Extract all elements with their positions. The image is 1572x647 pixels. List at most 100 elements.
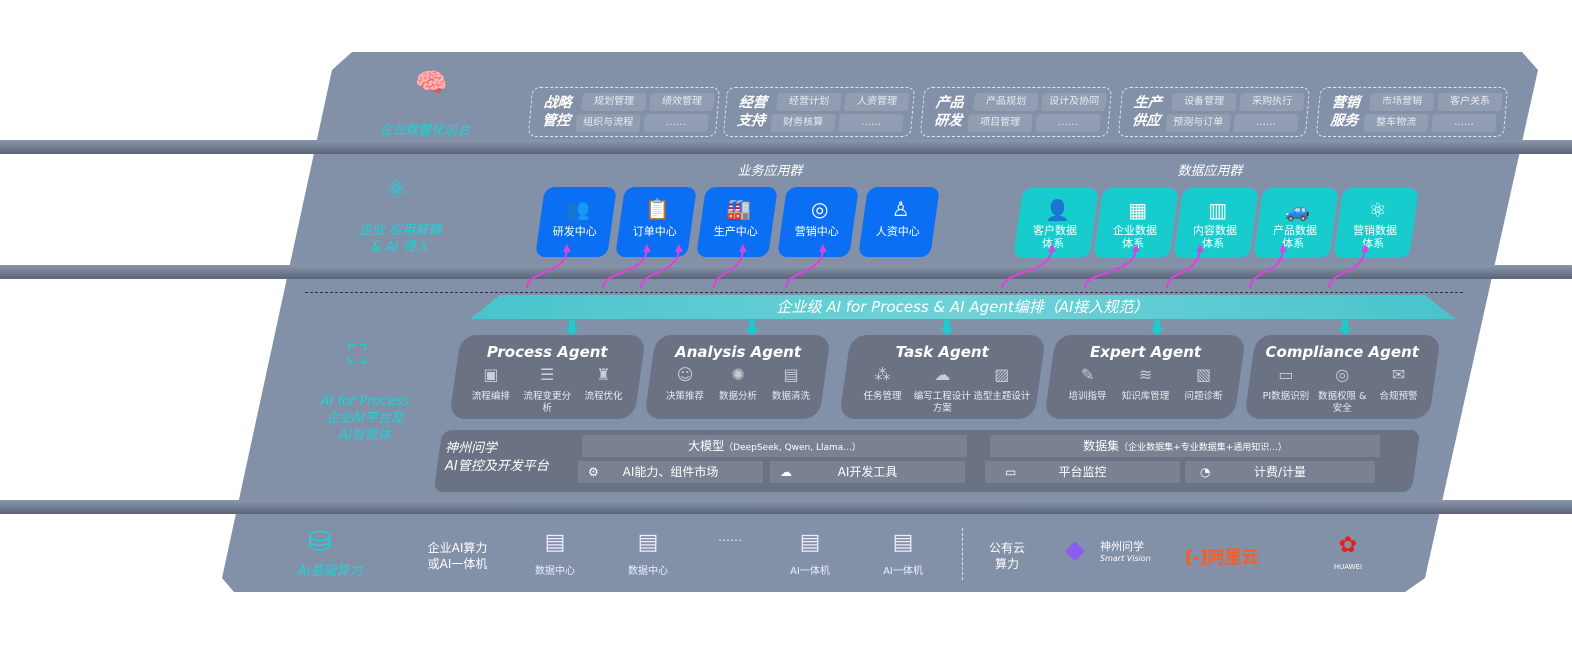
agent-content: Compliance Agent ▭ PI数据识别 ◎ 数据权限 & 安全 ✉ 合规预警 (1250, 343, 1435, 415)
down-arrow-icon (1338, 320, 1352, 336)
cloud-label: 公有云 算力 (982, 540, 1032, 572)
layer-separator (0, 500, 1572, 514)
capability-icon: ▤ (783, 365, 799, 384)
agent-name: Analysis Agent (675, 343, 802, 361)
aliyun-logo: [-]阿里云 (1185, 543, 1259, 568)
capability-icon: ☺ (676, 365, 694, 384)
agent-capabilities: ☺ 决策推荐 ✺ 数据分析 ▤ 数据清洗 (651, 365, 826, 403)
layer2-label-line1: 企业 应用解耦 (358, 223, 442, 238)
down-arrow-icon (1150, 320, 1164, 336)
agent-capability: ≋ 知识库管理 (1117, 365, 1174, 403)
layer2-label: 企业 应用解耦 & AI 侵入 (345, 222, 455, 256)
server-icon: ▤ (637, 530, 659, 555)
capability-label: 数据清洗 (772, 391, 811, 402)
arrow-head (739, 244, 747, 252)
connector-arrow (1166, 247, 1201, 289)
platform-name: 神州问学 AI管控及开发平台 (445, 440, 549, 476)
connector-arrow (526, 247, 568, 289)
agent-capability: ◎ 数据权限 & 安全 (1314, 365, 1370, 415)
cloud-l1: 公有云 (988, 541, 1025, 555)
agent-capability: ▨ 造型主题设计 (972, 365, 1031, 415)
dataset-label: 数据集 (1083, 439, 1120, 453)
agent-capabilities: ▭ PI数据识别 ◎ 数据权限 & 安全 ✉ 合规预警 (1250, 365, 1435, 415)
arrow-head (1048, 244, 1056, 252)
arrow-head (643, 244, 651, 252)
agent-card[interactable]: Expert Agent ✎ 培训指导 ≋ 知识库管理 ▧ 问题诊断 (1044, 335, 1246, 419)
orchestration-banner (470, 295, 1455, 319)
ellipsis: …… (718, 530, 742, 544)
smart-vision-logo: 神州问学 Smart Vision (1100, 541, 1151, 565)
business-apps-title: 业务应用群 (737, 164, 803, 179)
capability-icon: ✎ (1080, 365, 1095, 384)
onprem-l1: 企业AI算力 (427, 541, 488, 555)
agent-card[interactable]: Analysis Agent ☺ 决策推荐 ✺ 数据分析 ▤ 数据清洗 (644, 335, 831, 419)
tool-label: AI能力、组件市场 (622, 465, 719, 479)
agent-capabilities: ✎ 培训指导 ≋ 知识库管理 ▧ 问题诊断 (1051, 365, 1241, 403)
layer4-label: AI基础算力 (297, 564, 363, 579)
node-label: AI一体机 (790, 566, 830, 577)
huawei-logo: HUAWEI (1333, 563, 1363, 571)
agent-content: Analysis Agent ☺ 决策推荐 ✺ 数据分析 ▤ 数据清洗 (651, 343, 826, 403)
agent-card[interactable]: Process Agent ▣ 流程编排 ☰ 流程变更分析 ♜ 流程优化 (449, 335, 646, 419)
layer1-label: 企业数智化前台 (379, 123, 471, 138)
dashed-divider (305, 292, 1463, 293)
capability-icon: ✺ (731, 365, 745, 384)
tool-billing[interactable]: ◔ 计费/计量 (1185, 461, 1375, 483)
connector-arrow (1084, 247, 1137, 289)
agent-content: Expert Agent ✎ 培训指导 ≋ 知识库管理 ▧ 问题诊断 (1051, 343, 1241, 403)
capability-label: 合规预警 (1379, 391, 1418, 402)
layer3-label-en: AI for Process (320, 394, 410, 409)
tool-market[interactable]: ⚙ AI能力、组件市场 (578, 461, 763, 483)
agent-card[interactable]: Compliance Agent ▭ PI数据识别 ◎ 数据权限 & 安全 ✉ 合规预警 (1244, 335, 1441, 419)
layer-separator (0, 140, 1572, 154)
database-icon: ⛁ (308, 525, 332, 558)
model-label: 大模型 (688, 439, 725, 453)
tool-monitor[interactable]: ▭ 平台监控 (985, 461, 1180, 483)
tool-label: 计费/计量 (1253, 465, 1307, 479)
agent-name: Expert Agent (1090, 343, 1202, 361)
capability-icon: ▧ (1195, 365, 1212, 384)
arrow-head (1279, 244, 1287, 252)
tool-dev[interactable]: ☁ AI开发工具 (770, 461, 965, 483)
arrow-head (675, 244, 683, 252)
onprem-label: 企业AI算力 或AI一体机 (415, 540, 500, 572)
compute-node: ▤ AI一体机 (873, 530, 933, 577)
dataset-strip: 数据集（企业数据集+专业数据集+通用知识...） (990, 435, 1380, 457)
arrow-head (1361, 244, 1369, 252)
agent-capabilities: ▣ 流程编排 ☰ 流程变更分析 ♜ 流程优化 (455, 365, 640, 415)
agent-capability: ✎ 培训指导 (1059, 365, 1116, 403)
smart-vision-en: Smart Vision (1100, 554, 1151, 563)
node-label: 数据中心 (535, 566, 575, 577)
connector-arrow (1001, 247, 1053, 289)
capability-label: 数据权限 & 安全 (1317, 391, 1367, 414)
capability-icon: ▨ (994, 365, 1010, 384)
agent-capabilities: ⁂ 任务管理 ☁ 编写工程设计方案 ▨ 造型主题设计 (845, 365, 1040, 415)
dataset-note: （企业数据集+专业数据集+通用知识...） (1119, 443, 1287, 453)
tool-label: AI开发工具 (837, 465, 898, 479)
arrow-head (819, 244, 827, 252)
agent-card[interactable]: Task Agent ⁂ 任务管理 ☁ 编写工程设计方案 ▨ 造型主题设计 (839, 335, 1046, 419)
agent-name: Process Agent (486, 343, 608, 361)
agent-capability: ▧ 问题诊断 (1175, 365, 1232, 403)
capability-icon: ▣ (483, 365, 499, 384)
aliyun-text: 阿里云 (1207, 548, 1259, 568)
capability-icon: ☁ (934, 365, 951, 384)
capability-icon: ✉ (1391, 365, 1406, 384)
capability-label: 决策推荐 (666, 391, 705, 402)
layer-separator (0, 265, 1572, 279)
capability-label: 知识库管理 (1121, 391, 1170, 402)
cloud-divider (962, 528, 963, 580)
server-icon: ▤ (892, 530, 914, 555)
agent-content: Task Agent ⁂ 任务管理 ☁ 编写工程设计方案 ▨ 造型主题设计 (845, 343, 1040, 415)
agent-content: Process Agent ▣ 流程编排 ☰ 流程变更分析 ♜ 流程优化 (455, 343, 640, 415)
layer3-label-l2: 企业AI平台及 (326, 411, 404, 426)
molecule-icon: ⚛ (385, 175, 409, 205)
capability-icon: ≋ (1138, 365, 1153, 384)
capability-icon: ◎ (1335, 365, 1350, 384)
agent-capability: ♜ 流程优化 (576, 365, 632, 415)
agent-name: Compliance Agent (1265, 343, 1419, 361)
face-scan-icon: ⛶ (348, 340, 367, 370)
connector-arrow (785, 247, 824, 289)
agent-capability: ☺ 决策推荐 (659, 365, 711, 403)
